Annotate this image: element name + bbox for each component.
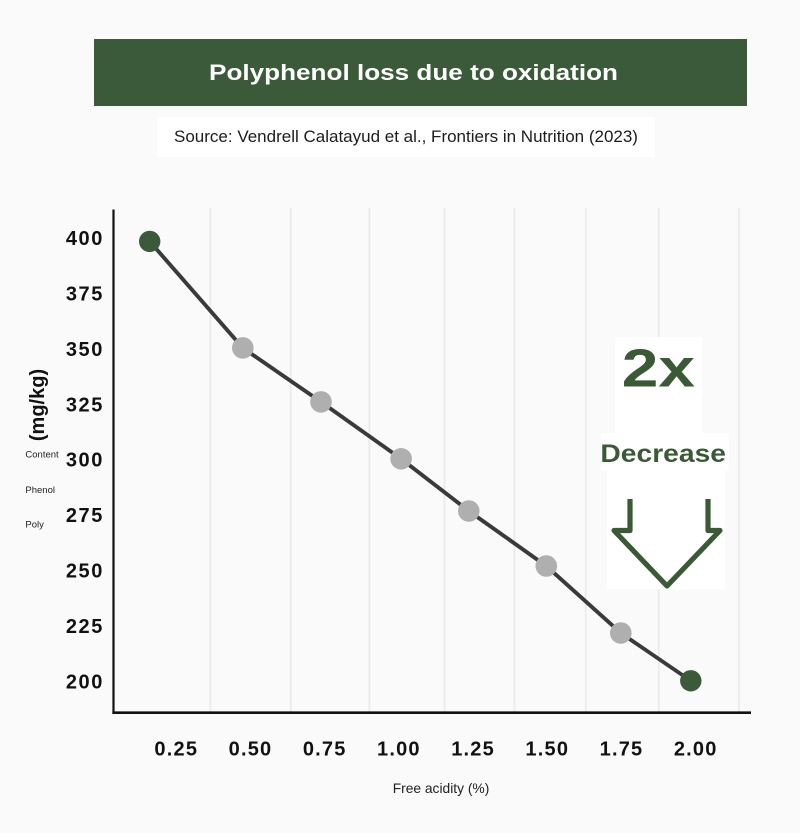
- svg-text:Poly: Poly: [25, 520, 44, 531]
- svg-text:Decrease: Decrease: [600, 440, 726, 468]
- svg-text:250: 250: [66, 561, 104, 583]
- svg-text:1.50: 1.50: [525, 739, 569, 761]
- svg-text:2x: 2x: [622, 337, 696, 398]
- svg-text:350: 350: [66, 339, 104, 361]
- svg-text:0.50: 0.50: [229, 739, 273, 761]
- svg-text:1.00: 1.00: [377, 739, 421, 761]
- svg-text:1.25: 1.25: [451, 739, 495, 761]
- svg-text:400: 400: [66, 228, 104, 250]
- svg-text:200: 200: [66, 671, 104, 693]
- svg-text:325: 325: [66, 394, 104, 416]
- svg-text:300: 300: [66, 450, 104, 472]
- svg-text:Free acidity (%): Free acidity (%): [393, 781, 490, 796]
- svg-text:1.75: 1.75: [600, 739, 644, 761]
- svg-text:375: 375: [66, 284, 104, 306]
- svg-text:225: 225: [66, 616, 104, 638]
- svg-text:0.75: 0.75: [303, 739, 347, 761]
- svg-text:2.00: 2.00: [674, 739, 718, 761]
- svg-text:Content: Content: [25, 450, 59, 461]
- svg-text:(mg/kg): (mg/kg): [27, 369, 49, 441]
- svg-text:Phenol: Phenol: [25, 485, 55, 496]
- svg-text:275: 275: [66, 505, 104, 527]
- svg-text:0.25: 0.25: [154, 739, 198, 761]
